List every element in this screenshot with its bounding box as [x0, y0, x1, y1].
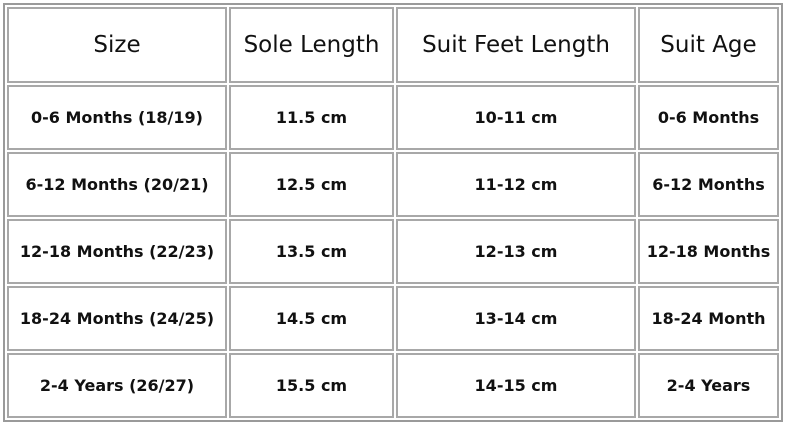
cell-sole-length: 12.5 cm: [229, 152, 394, 217]
header-suit-feet-length: Suit Feet Length: [396, 7, 636, 83]
table-row: 6-12 Months (20/21) 12.5 cm 11-12 cm 6-12 M…: [7, 152, 779, 217]
table-row: 2-4 Years (26/27) 15.5 cm 14-15 cm 2-4 Year…: [7, 353, 779, 418]
cell-suit-feet-length: 14-15 cm: [396, 353, 636, 418]
cell-suit-feet-length: 12-13 cm: [396, 219, 636, 284]
header-size: Size: [7, 7, 227, 83]
cell-size: 6-12 Months (20/21): [7, 152, 227, 217]
cell-sole-length: 15.5 cm: [229, 353, 394, 418]
cell-size: 12-18 Months (22/23): [7, 219, 227, 284]
cell-suit-age: 2-4 Years: [638, 353, 779, 418]
header-sole-length: Sole Length: [229, 7, 394, 83]
cell-sole-length: 11.5 cm: [229, 85, 394, 150]
table-row: 18-24 Months (24/25) 14.5 cm 13-14 cm 18-24…: [7, 286, 779, 351]
table-row: 0-6 Months (18/19) 11.5 cm 10-11 cm 0-6 Mon…: [7, 85, 779, 150]
header-suit-age: Suit Age: [638, 7, 779, 83]
cell-suit-feet-length: 10-11 cm: [396, 85, 636, 150]
cell-sole-length: 13.5 cm: [229, 219, 394, 284]
cell-suit-feet-length: 13-14 cm: [396, 286, 636, 351]
cell-suit-age: 6-12 Months: [638, 152, 779, 217]
cell-size: 18-24 Months (24/25): [7, 286, 227, 351]
cell-suit-age: 18-24 Month: [638, 286, 779, 351]
cell-size: 2-4 Years (26/27): [7, 353, 227, 418]
cell-size: 0-6 Months (18/19): [7, 85, 227, 150]
cell-suit-feet-length: 11-12 cm: [396, 152, 636, 217]
size-chart-table: Size Sole Length Suit Feet Length Suit A…: [3, 3, 783, 422]
table-row: 12-18 Months (22/23) 13.5 cm 12-13 cm 12-18…: [7, 219, 779, 284]
header-row: Size Sole Length Suit Feet Length Suit A…: [7, 7, 779, 83]
cell-sole-length: 14.5 cm: [229, 286, 394, 351]
cell-suit-age: 12-18 Months: [638, 219, 779, 284]
cell-suit-age: 0-6 Months: [638, 85, 779, 150]
